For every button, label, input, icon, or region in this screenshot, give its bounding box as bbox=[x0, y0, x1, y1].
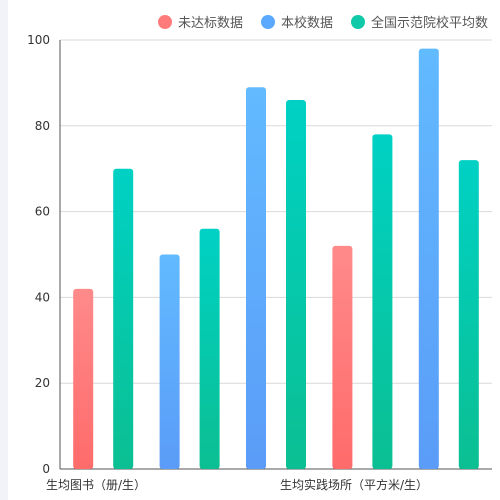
bar-national-average[interactable] bbox=[286, 100, 306, 469]
legend-item-below-standard[interactable]: 未达标数据 bbox=[157, 12, 243, 31]
bar-school-data[interactable] bbox=[418, 48, 439, 470]
y-tick-label: 100 bbox=[27, 33, 50, 47]
legend-label-school-data: 本校数据 bbox=[280, 16, 333, 31]
bar-national-average[interactable] bbox=[458, 160, 479, 469]
y-tick-label: 20 bbox=[35, 376, 50, 390]
y-tick-label: 80 bbox=[35, 119, 50, 133]
legend-swatch-school-data bbox=[260, 14, 275, 29]
bar-national-average[interactable] bbox=[372, 134, 393, 469]
bar-national-average[interactable] bbox=[113, 168, 134, 469]
y-tick-label: 60 bbox=[35, 205, 50, 219]
x-category-label: 生均实践场所（平方米/生） bbox=[280, 477, 428, 492]
legend-swatch-below-standard bbox=[157, 14, 172, 29]
legend-item-national-average[interactable]: 全国示范院校平均数 bbox=[350, 12, 488, 31]
bar-school-data[interactable] bbox=[159, 254, 180, 470]
y-tick-label: 0 bbox=[42, 462, 50, 476]
legend-item-school-data[interactable]: 本校数据 bbox=[260, 12, 333, 31]
left-edge-strip bbox=[0, 0, 8, 500]
x-category-label: 生均图书（册/生） bbox=[46, 478, 146, 492]
bar-national-average[interactable] bbox=[199, 228, 220, 469]
legend: 未达标数据 本校数据 全国示范院校平均数 bbox=[157, 12, 488, 31]
legend-label-national-average: 全国示范院校平均数 bbox=[370, 16, 488, 31]
bar-below-standard[interactable] bbox=[332, 245, 353, 469]
legend-label-below-standard: 未达标数据 bbox=[177, 16, 243, 31]
bar-below-standard[interactable] bbox=[73, 288, 94, 469]
y-tick-label: 40 bbox=[35, 290, 50, 304]
legend-swatch-national-average bbox=[350, 14, 365, 29]
bar-school-data[interactable] bbox=[246, 87, 266, 469]
